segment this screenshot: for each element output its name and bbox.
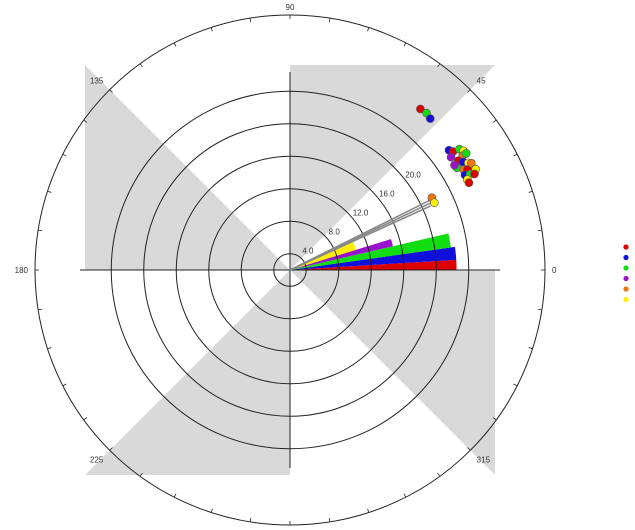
legend-marker-3 <box>623 275 629 282</box>
data-points <box>416 104 480 207</box>
ring-labels: 4.0 8.0 12.0 16.0 20.0 <box>302 170 421 255</box>
angle-label-45: 45 <box>477 76 486 85</box>
angle-tick <box>249 517 252 522</box>
ring-label-3: 16.0 <box>379 189 395 198</box>
angle-tick <box>210 27 213 32</box>
radial-line-2 <box>289 205 431 271</box>
wedge-0 <box>290 259 457 270</box>
angle-tick <box>528 190 533 193</box>
data-point-2 <box>425 114 435 123</box>
angle-tick <box>62 153 67 157</box>
angle-tick <box>537 308 542 311</box>
angle-tick <box>513 383 518 387</box>
angle-tick <box>83 119 88 123</box>
angle-tick <box>467 447 471 451</box>
angle-tick <box>492 417 497 421</box>
wedge-2 <box>290 233 451 270</box>
data-point-19 <box>467 158 476 168</box>
angle-tick <box>328 517 331 522</box>
angle-tick <box>62 383 67 387</box>
angle-ticks <box>35 15 545 525</box>
legend-marker-1 <box>623 254 629 261</box>
angle-tick <box>83 417 88 421</box>
angle-tick <box>38 229 43 232</box>
angle-tick <box>367 27 370 32</box>
angle-label-180: 180 <box>15 266 29 275</box>
angle-tick <box>437 472 441 477</box>
ring-label-4: 20.0 <box>405 170 421 179</box>
angle-tick <box>173 42 177 47</box>
angle-tick <box>173 493 177 498</box>
angle-tick <box>537 229 542 232</box>
angle-tick <box>109 447 113 451</box>
wedge-3 <box>290 239 393 270</box>
angle-label-135: 135 <box>90 76 104 85</box>
data-point-0 <box>416 104 425 114</box>
angle-tick <box>328 18 331 23</box>
angle-tick <box>47 190 52 193</box>
angle-tick <box>492 119 497 123</box>
legend-marker-0 <box>623 244 629 250</box>
angle-label-315: 315 <box>477 456 491 465</box>
angle-tick <box>109 89 113 93</box>
angle-label-90: 90 <box>286 3 295 12</box>
shaded-sector-1 <box>85 65 290 270</box>
data-point-22 <box>470 169 479 179</box>
shaded-sector-2 <box>85 270 290 475</box>
angle-tick <box>403 42 407 47</box>
angle-tick <box>38 308 43 311</box>
angle-tick <box>403 493 407 498</box>
angle-label-0: 0 <box>552 266 557 275</box>
data-point-18 <box>464 178 474 188</box>
data-point-25 <box>430 198 439 207</box>
radial-lines <box>289 198 435 271</box>
angle-tick <box>467 89 471 93</box>
angle-tick <box>139 472 143 477</box>
ring-label-0: 4.0 <box>302 247 314 256</box>
shaded-sector-3 <box>290 270 495 475</box>
angle-label-225: 225 <box>90 456 104 465</box>
angle-tick <box>47 347 52 350</box>
angle-tick <box>367 508 370 513</box>
angle-tick <box>139 63 143 68</box>
ring-label-2: 12.0 <box>353 209 369 218</box>
legend <box>623 244 629 303</box>
angle-labels: 04590135180225270315 <box>15 3 557 465</box>
data-point-23 <box>461 149 471 158</box>
angle-tick <box>210 508 213 513</box>
ring-label-1: 8.0 <box>329 228 341 237</box>
wedge-1 <box>290 246 457 270</box>
data-point-8 <box>446 152 456 162</box>
angle-tick <box>513 153 518 157</box>
angle-tick <box>437 63 441 68</box>
angle-tick <box>249 18 252 23</box>
angle-tick <box>528 347 533 350</box>
shaded-sectors <box>85 65 495 475</box>
shaded-sector-0 <box>290 65 495 270</box>
polar-grid <box>34 14 546 526</box>
data-point-21 <box>450 160 459 170</box>
legend-marker-4 <box>623 286 629 292</box>
legend-marker-2 <box>623 265 629 271</box>
legend-marker-5 <box>623 296 629 303</box>
